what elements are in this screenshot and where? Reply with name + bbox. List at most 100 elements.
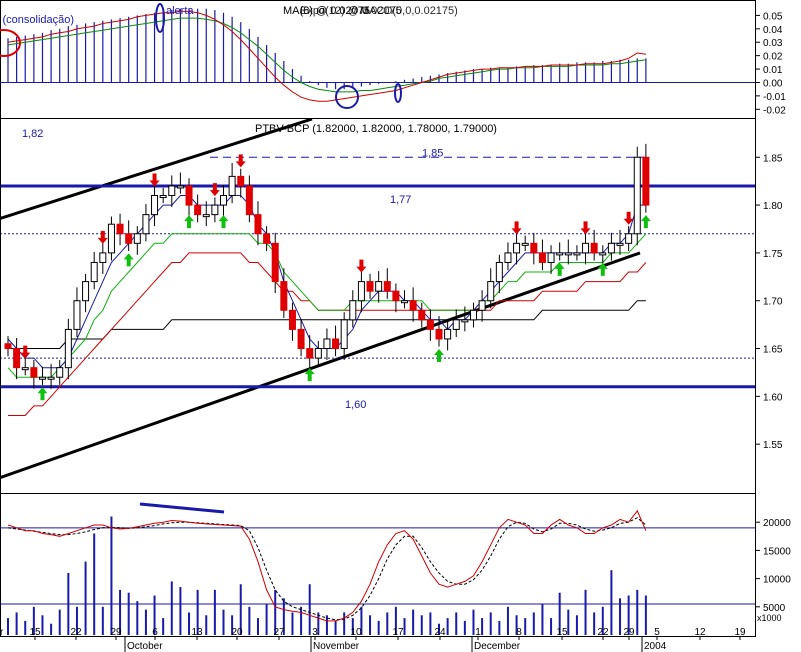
candle-body [297, 328, 305, 350]
candle-body [151, 195, 159, 216]
sell-arrow [511, 221, 522, 235]
buy-arrow [304, 368, 315, 382]
macd-title: Expo(12) @ 0.02075 [300, 5, 402, 17]
sell-arrow [209, 183, 220, 197]
candle-body [211, 204, 219, 216]
price-left-label: 1,82 [22, 128, 43, 140]
upper-channel-line [1, 119, 313, 220]
candle-body [495, 261, 503, 283]
day-tick-label: 29 [623, 627, 635, 638]
price-plot-area [1, 119, 755, 479]
candle-body [607, 242, 615, 254]
candle-body [82, 281, 90, 302]
alerta-ellipse [155, 3, 165, 33]
price-tick-label: 1.70 [763, 297, 783, 308]
annotation-alerta: alerta [166, 5, 194, 17]
candle-body [599, 252, 607, 256]
candle-body [426, 319, 434, 330]
candle-body [564, 252, 572, 256]
candle-body [168, 185, 176, 197]
candle-body [21, 367, 29, 371]
candle-body [633, 156, 641, 235]
day-tick-label: 8 [516, 627, 522, 638]
consolidation-ellipse [0, 29, 21, 57]
candle-body [547, 252, 555, 263]
sell-arrow [97, 230, 108, 244]
candle-body [271, 242, 279, 283]
candle-body [90, 261, 98, 283]
day-tick-label: 10 [350, 627, 362, 638]
stoch-d-line [7, 517, 647, 621]
price-title: PTBV-BCP (1.82000, 1.82000, 1.78000, 1.7… [255, 123, 497, 135]
candle-body [73, 300, 81, 330]
candle-body [107, 223, 115, 254]
macd-title: MA(6) @ 0.02075 [283, 5, 370, 17]
candle-body [435, 328, 443, 340]
candle-body [469, 309, 477, 321]
day-tick-label: 13 [191, 627, 203, 638]
candle-body [357, 281, 365, 302]
candle-body [366, 281, 374, 292]
candle-body [582, 242, 590, 254]
day-tick-label: 19 [734, 627, 746, 638]
candle-body [590, 242, 598, 254]
candle-body [306, 348, 314, 359]
candle-body [38, 376, 46, 380]
candle-body [332, 338, 340, 350]
candle-body [13, 348, 21, 369]
candle-body [383, 281, 391, 292]
divergence-line [139, 502, 225, 514]
candle-body [375, 281, 383, 292]
sell-arrow [356, 259, 367, 273]
price-tick-label: 1.55 [763, 440, 783, 451]
day-tick-label: 20 [231, 627, 243, 638]
candle-body [56, 367, 64, 378]
buy-arrow [434, 348, 444, 362]
buy-arrow [123, 253, 134, 267]
candle-body [642, 156, 650, 206]
candle-body [116, 223, 124, 235]
candle-body [323, 338, 331, 350]
level-label: 1,77 [390, 194, 411, 206]
price-tick-label: 1.75 [763, 249, 783, 260]
macd-tick-label: 0.04 [763, 25, 783, 36]
price-tick-label: 1.85 [763, 153, 783, 164]
day-tick-label: 27 [273, 627, 285, 638]
candle-body [444, 328, 452, 340]
price-tick-label: 1.60 [763, 392, 783, 403]
crossover-ellipse [394, 83, 402, 103]
day-tick-label: 17 [392, 627, 404, 638]
candle-body [176, 185, 184, 189]
ma-long-line [8, 300, 646, 349]
candle-body [625, 233, 633, 244]
candle-body [228, 175, 236, 197]
level-label: 1,85 [422, 147, 443, 159]
buy-arrow [597, 262, 608, 276]
candle-body [280, 281, 288, 311]
macd-tick-label: -0.02 [763, 105, 786, 116]
candle-body [30, 367, 38, 378]
volume-tick-label: 5000 [763, 603, 786, 614]
month-tick-label: 2004 [644, 641, 667, 652]
candle-body [616, 242, 624, 246]
day-tick-label: 15 [29, 627, 41, 638]
candle-body [314, 348, 322, 359]
candle-body [487, 281, 495, 302]
macd-line [7, 10, 646, 102]
candle-body [461, 319, 469, 323]
candle-body [418, 309, 426, 321]
macd-tick-label: 0.01 [763, 65, 783, 76]
candle-body [237, 175, 245, 187]
volume-panel: 20000 15000 10000 5000 [0, 502, 791, 635]
candle-body [504, 252, 512, 263]
day-tick-label: 6 [152, 627, 158, 638]
buy-arrow [37, 387, 48, 401]
candle-body [220, 195, 227, 206]
sell-arrow [20, 345, 31, 359]
candle-body [530, 242, 538, 254]
day-tick-label: 15 [556, 627, 568, 638]
lower-channel-line [1, 251, 641, 479]
level-label: 1,60 [345, 399, 366, 411]
macd-tick-label: -0.01 [763, 92, 786, 103]
